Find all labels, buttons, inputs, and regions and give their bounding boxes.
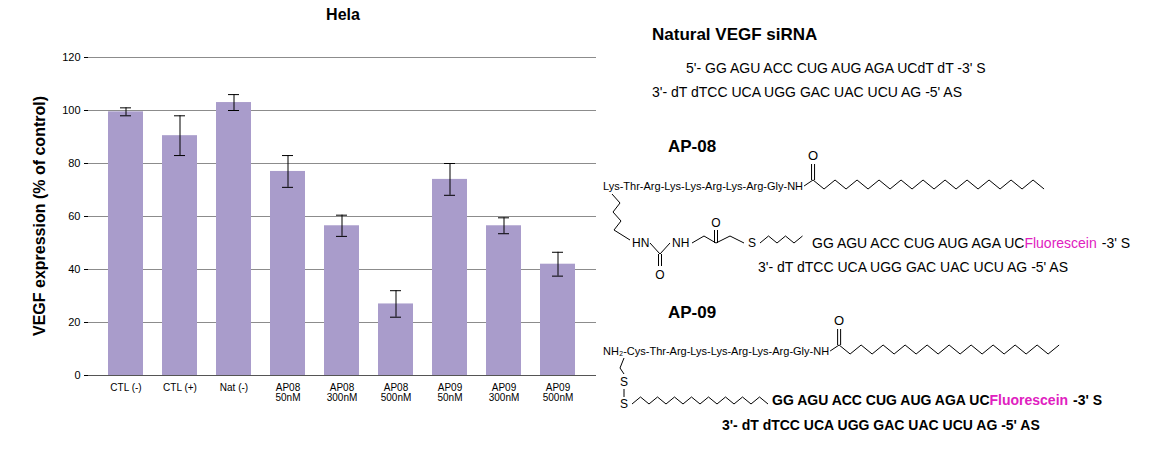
svg-text:Lys-Thr-Arg-Lys-Lys-Arg-Lys-Ar: Lys-Thr-Arg-Lys-Lys-Arg-Lys-Arg-Gly-NH: [603, 180, 803, 192]
svg-text:O: O: [711, 216, 720, 230]
svg-text:AP09500nM: AP09500nM: [543, 382, 574, 403]
svg-text:O: O: [834, 313, 844, 328]
svg-text:AP-08: AP-08: [668, 137, 716, 156]
svg-text:AP0950nM: AP0950nM: [437, 382, 462, 403]
svg-text:GG AGU ACC CUG AUG AGA UCFluor: GG AGU ACC CUG AUG AGA UCFluorescein-3' …: [812, 235, 1130, 251]
svg-text:40: 40: [68, 263, 80, 275]
svg-text:60: 60: [68, 210, 80, 222]
svg-text:80: 80: [68, 157, 80, 169]
svg-text:100: 100: [62, 104, 80, 116]
svg-text:AP08500nM: AP08500nM: [381, 382, 412, 403]
svg-text:S: S: [748, 236, 756, 250]
svg-text:CTL (-): CTL (-): [110, 382, 141, 393]
svg-text:3'- dT dTCC UCA UGG GAC UAC UC: 3'- dT dTCC UCA UGG GAC UAC UCU AG -5' A…: [652, 84, 962, 100]
svg-text:20: 20: [68, 316, 80, 328]
html-text:Hela: Hela: [326, 6, 360, 23]
svg-text:GG AGU ACC CUG AUG AGA UCFluor: GG AGU ACC CUG AUG AGA UCFluorescein-3' …: [772, 392, 1102, 408]
svg-text:Natural VEGF siRNA: Natural VEGF siRNA: [652, 25, 817, 44]
svg-text:AP09300nM: AP09300nM: [489, 382, 520, 403]
svg-text:NH: NH: [672, 236, 689, 250]
svg-text:3'- dT dTCC UCA UGG GAC UAC UC: 3'- dT dTCC UCA UGG GAC UAC UCU AG -5' A…: [722, 417, 1040, 433]
svg-text:O: O: [655, 268, 664, 282]
svg-text:0: 0: [74, 369, 80, 381]
svg-text:NH₂-Cys-Thr-Arg-Lys-Lys-Arg-Ly: NH₂-Cys-Thr-Arg-Lys-Lys-Arg-Lys-Arg-Gly-…: [603, 345, 829, 357]
svg-text:3'- dT dTCC UCA UGG GAC UAC UC: 3'- dT dTCC UCA UGG GAC UAC UCU AG -5' A…: [758, 259, 1068, 275]
svg-text:HN: HN: [632, 236, 649, 250]
svg-text:AP-09: AP-09: [668, 303, 716, 322]
svg-text:5'- GG AGU ACC CUG AUG AGA UCd: 5'- GG AGU ACC CUG AUG AGA UCdT dT -3' S: [686, 60, 986, 76]
svg-text:CTL (+): CTL (+): [163, 382, 197, 393]
svg-text:S: S: [620, 397, 628, 411]
svg-text:AP0850nM: AP0850nM: [275, 382, 300, 403]
svg-text:Nat (-): Nat (-): [220, 382, 248, 393]
svg-text:120: 120: [62, 51, 80, 63]
html-text:VEGF expression (% of control): VEGF expression (% of control): [31, 96, 48, 336]
svg-text:O: O: [808, 148, 818, 163]
svg-text:AP08300nM: AP08300nM: [327, 382, 358, 403]
svg-text:S: S: [620, 375, 628, 389]
